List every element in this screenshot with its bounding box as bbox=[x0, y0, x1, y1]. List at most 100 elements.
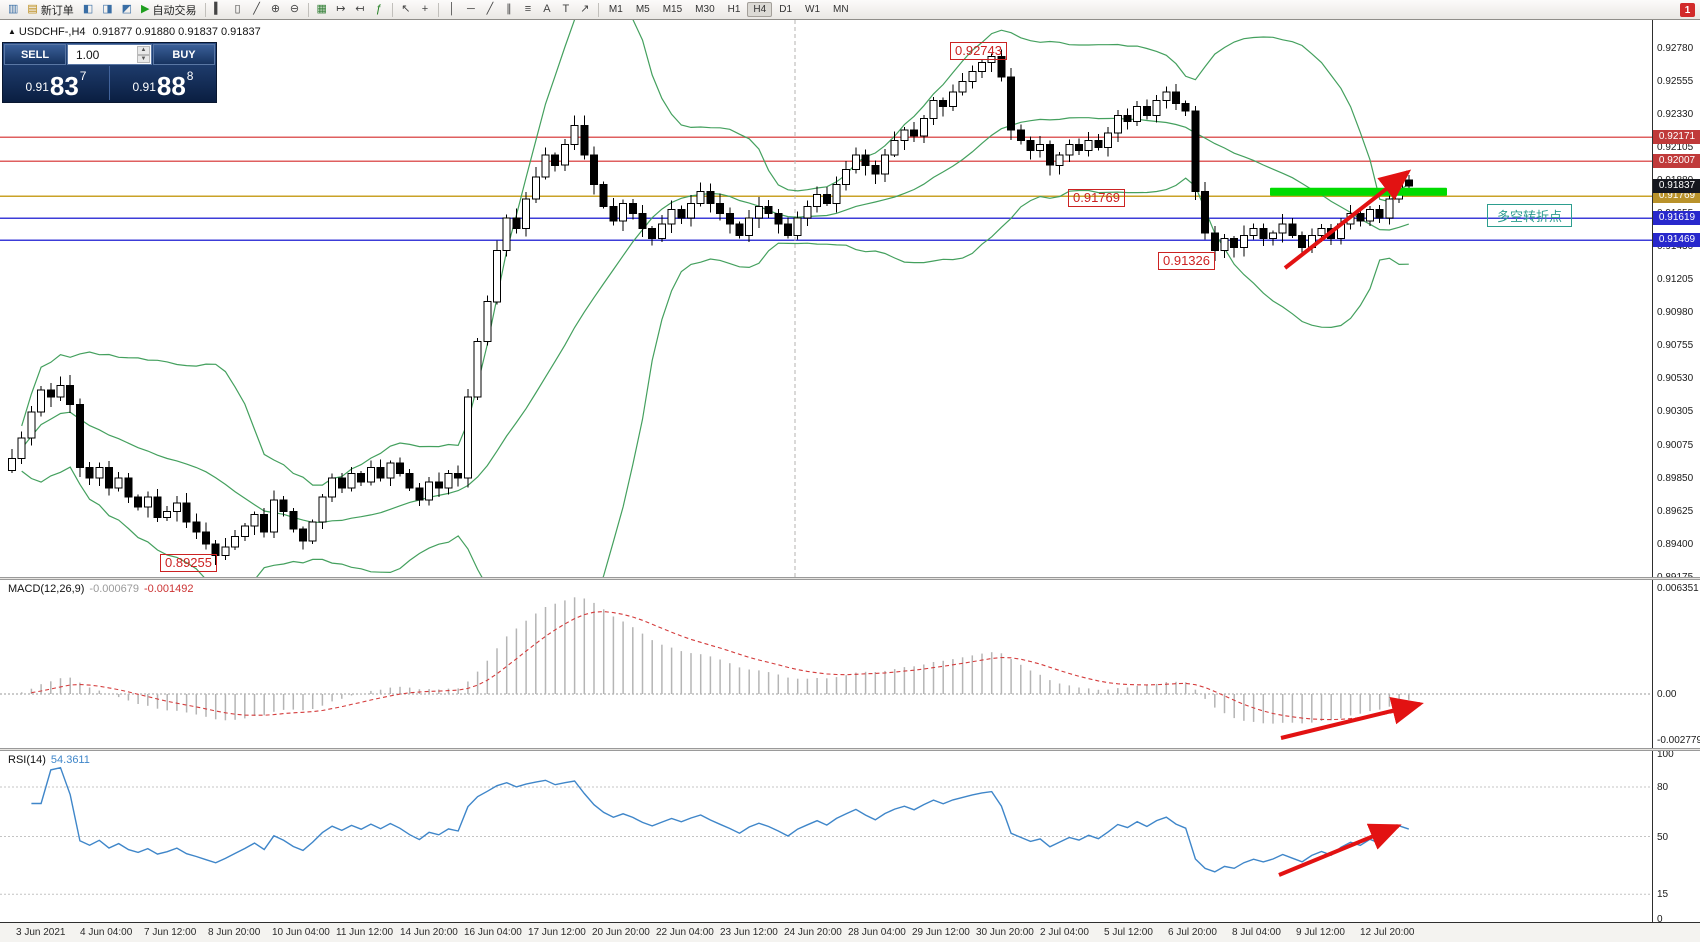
price-axis-label: 0.90755 bbox=[1657, 340, 1694, 351]
label-tool-icon[interactable]: T bbox=[557, 1, 575, 18]
time-axis-label: 14 Jun 20:00 bbox=[400, 927, 458, 938]
timeframe-d1[interactable]: D1 bbox=[779, 4, 793, 15]
volume-down-button[interactable]: ▼ bbox=[137, 54, 150, 63]
data-window-icon[interactable]: ◨ bbox=[98, 1, 116, 18]
time-axis-label: 7 Jun 12:00 bbox=[144, 927, 197, 938]
navigator-glyph: ◩ bbox=[121, 3, 133, 15]
new-order-button[interactable]: ▤ 新订单 bbox=[23, 1, 77, 18]
indicators-list-icon[interactable]: ƒ bbox=[370, 1, 388, 18]
notification-badge[interactable]: 1 bbox=[1680, 3, 1695, 17]
price-tag-0.92007: 0.92007 bbox=[1653, 154, 1700, 168]
macd-histogram bbox=[20, 597, 1410, 724]
rsi-line bbox=[31, 766, 1410, 873]
annotation-label[interactable]: 多空转折点 bbox=[1487, 204, 1573, 227]
new-chart-icon[interactable]: ▥ bbox=[4, 1, 22, 18]
rsi-panel[interactable] bbox=[0, 751, 1652, 922]
time-axis-label: 5 Jul 12:00 bbox=[1104, 927, 1153, 938]
sell-price-sup: 7 bbox=[79, 69, 87, 83]
volume-input[interactable] bbox=[68, 45, 151, 64]
macd-signal-value: -0.001492 bbox=[143, 583, 194, 595]
highlight-zone[interactable] bbox=[1270, 187, 1447, 196]
time-axis-label: 11 Jun 12:00 bbox=[336, 927, 394, 938]
bar-chart-mode-icon[interactable]: ▍ bbox=[210, 1, 228, 18]
price-axis-label: 0.90305 bbox=[1657, 406, 1694, 417]
price-callout[interactable]: 0.91769 bbox=[1068, 189, 1125, 207]
time-axis-label: 12 Jul 20:00 bbox=[1360, 927, 1415, 938]
time-axis-label: 29 Jun 12:00 bbox=[912, 927, 970, 938]
sell-price: 0.91 83 7 bbox=[3, 66, 109, 100]
vertical-line-tool-icon[interactable]: │ bbox=[443, 1, 461, 18]
rsi-axis-label: 15 bbox=[1657, 889, 1669, 900]
horizontal-line-tool-icon[interactable]: ─ bbox=[462, 1, 480, 18]
volume-spinner: ▲ ▼ bbox=[137, 46, 150, 63]
toolbar-separator bbox=[391, 2, 393, 17]
line-chart-mode-icon[interactable]: ╱ bbox=[248, 1, 266, 18]
macd-trend-arrow[interactable] bbox=[1280, 697, 1424, 740]
rsi-trend-arrow[interactable] bbox=[1278, 823, 1402, 877]
volume-field: ▲ ▼ bbox=[67, 44, 152, 65]
rsi-value: 54.3611 bbox=[50, 754, 90, 766]
volume-up-button[interactable]: ▲ bbox=[137, 46, 150, 55]
timeframe-m5[interactable]: M5 bbox=[635, 4, 650, 15]
buy-price-big: 88 bbox=[156, 70, 186, 101]
rsi-axis-label: 80 bbox=[1657, 782, 1669, 793]
time-axis-label: 17 Jun 12:00 bbox=[528, 927, 586, 938]
market-watch-icon[interactable]: ◧ bbox=[79, 1, 97, 18]
price-axis-label: 0.90530 bbox=[1657, 373, 1694, 384]
horizontal-line-tool-glyph: ─ bbox=[467, 3, 475, 15]
price-axis-label: 0.89850 bbox=[1657, 473, 1694, 484]
price-callout[interactable]: 0.92743 bbox=[950, 42, 1007, 60]
macd-name: MACD(12,26,9) bbox=[8, 583, 85, 595]
candlestick-mode-glyph: ▯ bbox=[234, 3, 241, 15]
auto-scroll-icon[interactable]: ↦ bbox=[332, 1, 350, 18]
timeframe-h4[interactable]: H4 bbox=[747, 2, 773, 17]
time-axis-label: 24 Jun 20:00 bbox=[784, 927, 842, 938]
price-callout[interactable]: 0.89255 bbox=[160, 554, 217, 572]
candlestick-mode-icon[interactable]: ▯ bbox=[229, 1, 247, 18]
cursor-tool-glyph: ↖ bbox=[401, 3, 411, 15]
macd-main-value: -0.000679 bbox=[89, 583, 139, 595]
time-axis[interactable]: 3 Jun 2021 4 Jun 04:00 7 Jun 12:00 8 Jun 20… bbox=[0, 922, 1700, 942]
bar-chart-mode-glyph: ▍ bbox=[214, 3, 223, 15]
timeframe-m30[interactable]: M30 bbox=[695, 4, 715, 15]
text-tool-icon[interactable]: A bbox=[538, 1, 556, 18]
zoom-out-icon[interactable]: ⊖ bbox=[286, 1, 304, 18]
timeframe-mn[interactable]: MN bbox=[833, 4, 849, 15]
trend-arrow[interactable] bbox=[1283, 169, 1412, 270]
buy-price: 0.91 88 8 bbox=[110, 66, 216, 100]
price-axis-label: 0.92330 bbox=[1657, 109, 1694, 120]
price-callout[interactable]: 0.91326 bbox=[1158, 252, 1215, 270]
main-chart-svg bbox=[0, 20, 1652, 577]
trendline-tool-icon[interactable]: ╱ bbox=[481, 1, 499, 18]
timeframe-h1[interactable]: H1 bbox=[727, 4, 741, 15]
sell-button[interactable]: SELL bbox=[4, 44, 66, 65]
price-axis-label: 0.90075 bbox=[1657, 440, 1694, 451]
main-chart[interactable] bbox=[0, 20, 1652, 577]
new-chart-glyph: ▥ bbox=[8, 3, 19, 15]
arrow-tool-icon[interactable]: ↗ bbox=[576, 1, 594, 18]
panel-splitter[interactable] bbox=[0, 577, 1700, 580]
autotrading-button[interactable]: ▶ 自动交易 bbox=[137, 1, 200, 18]
macd-panel[interactable] bbox=[0, 580, 1652, 748]
navigator-icon[interactable]: ◩ bbox=[118, 1, 136, 18]
arrow-tool-glyph: ↗ bbox=[580, 3, 590, 15]
chart-shift-icon[interactable]: ↤ bbox=[351, 1, 369, 18]
timeframe-m1[interactable]: M1 bbox=[608, 4, 623, 15]
buy-button[interactable]: BUY bbox=[153, 44, 215, 65]
time-axis-label: 3 Jun 2021 bbox=[16, 927, 66, 938]
cursor-tool-icon[interactable]: ↖ bbox=[397, 1, 415, 18]
price-axis[interactable]: 0.927800.925550.923300.921050.918800.916… bbox=[1652, 20, 1700, 925]
chart-title: USDCHF-,H4 bbox=[18, 26, 86, 38]
timeframe-w1[interactable]: W1 bbox=[805, 4, 821, 15]
crosshair-tool-icon[interactable]: + bbox=[416, 1, 434, 18]
channel-tool-icon[interactable]: ∥ bbox=[500, 1, 518, 18]
timeframe-m15[interactable]: M15 bbox=[662, 4, 683, 15]
price-tag-0.91619: 0.91619 bbox=[1653, 211, 1700, 225]
zoom-in-icon[interactable]: ⊕ bbox=[267, 1, 285, 18]
fibonacci-tool-icon[interactable]: ≡ bbox=[519, 1, 537, 18]
tile-windows-glyph: ▦ bbox=[316, 3, 327, 15]
panel-splitter[interactable] bbox=[0, 748, 1700, 751]
tile-windows-icon[interactable]: ▦ bbox=[313, 1, 331, 18]
